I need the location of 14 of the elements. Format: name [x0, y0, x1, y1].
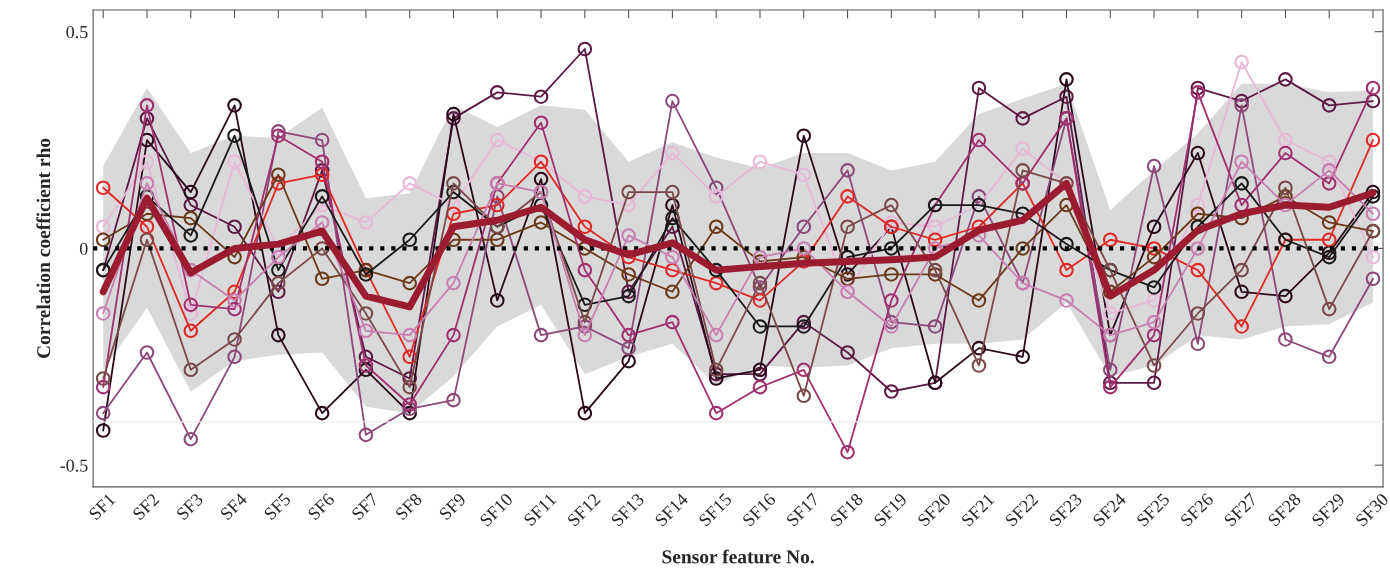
x-tick-label: SF9: [438, 492, 467, 521]
x-tick-label: SF2: [132, 492, 160, 521]
x-tick-label: SF4: [219, 492, 248, 521]
x-tick-label: SF3: [175, 492, 204, 521]
x-tick-label: SF1: [88, 492, 116, 521]
x-axis-title: Sensor feature No.: [662, 549, 814, 564]
y-tick-label: 0.5: [66, 25, 88, 39]
x-tick-label: SF6: [307, 492, 336, 521]
y-tick-label: 0: [79, 242, 88, 255]
y-axis-title: Correlation coefficient rho: [36, 138, 51, 358]
x-tick-label: SF8: [394, 492, 423, 521]
x-tick-label: SF7: [351, 492, 380, 521]
y-tick-label: -0.5: [60, 459, 88, 472]
x-tick-label: SF5: [263, 492, 292, 521]
